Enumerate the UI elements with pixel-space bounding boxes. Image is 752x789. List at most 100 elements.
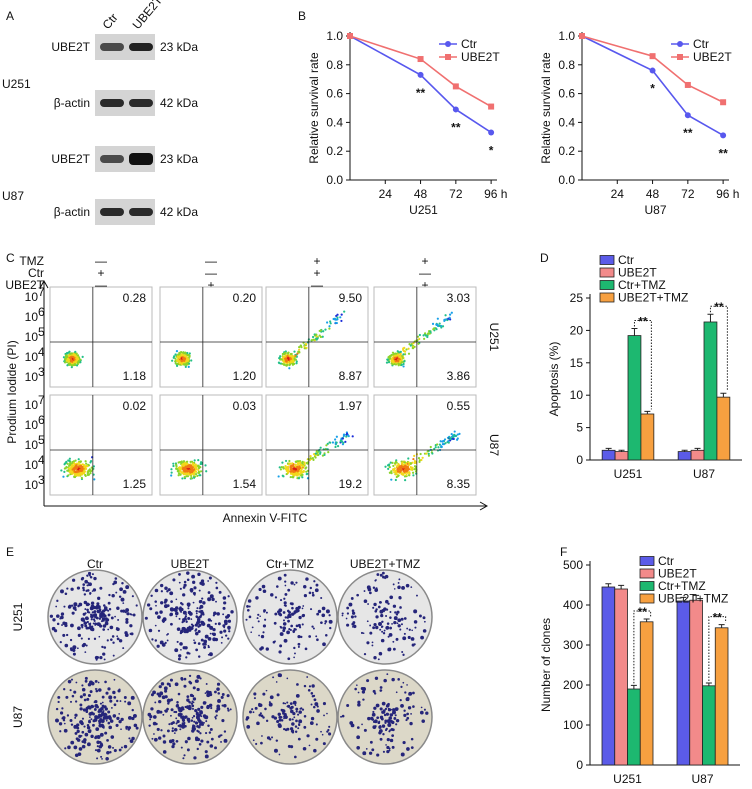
colony [129, 624, 132, 627]
colony [207, 580, 209, 582]
colony [308, 689, 311, 692]
flow-event [181, 363, 183, 365]
protein-label: UBE2T [51, 152, 90, 166]
flow-event [328, 325, 330, 327]
x-axis-arrow [44, 502, 487, 510]
y-tick-base: 10 [25, 330, 39, 344]
y-tick-label: 25 [570, 291, 584, 305]
colony [264, 708, 267, 711]
lane-label: Ctr [100, 11, 121, 32]
colony [198, 720, 202, 724]
colony [72, 645, 76, 649]
colony [68, 680, 72, 684]
flow-event [192, 466, 194, 468]
colony [375, 608, 377, 610]
colony [384, 714, 386, 716]
colony [70, 588, 73, 591]
colony [123, 590, 127, 594]
colony [278, 673, 281, 676]
colony [253, 739, 255, 741]
flow-event [179, 362, 181, 364]
colony [262, 585, 266, 589]
colony [354, 688, 357, 691]
colony [185, 613, 187, 615]
colony [250, 631, 252, 633]
flow-event [422, 457, 424, 459]
colony [215, 623, 217, 625]
colony [82, 718, 84, 720]
colony [323, 715, 325, 717]
colony [262, 631, 264, 633]
colony [380, 686, 383, 689]
colony [381, 631, 383, 633]
colony [230, 610, 233, 613]
colony [290, 625, 293, 628]
colony [87, 621, 89, 623]
colony [97, 597, 100, 600]
flow-event [345, 435, 347, 437]
colony [208, 637, 212, 641]
colony [77, 586, 80, 589]
colony [151, 738, 153, 740]
colony [400, 704, 404, 708]
legend-label: UBE2T [693, 50, 732, 64]
flow-event [312, 459, 314, 461]
point [488, 104, 494, 110]
colony [88, 611, 90, 613]
panel-label: A [6, 9, 14, 23]
colony [164, 586, 168, 590]
colony [298, 643, 301, 646]
panel-label: B [298, 9, 306, 23]
colony [386, 746, 389, 749]
flow-event [181, 360, 183, 362]
bar [715, 628, 728, 765]
flow-event [171, 472, 173, 474]
colony [195, 632, 199, 636]
flow-event [298, 346, 300, 348]
flow-event [413, 455, 415, 457]
colony [389, 627, 392, 630]
legend-marker [677, 54, 683, 60]
colony [125, 618, 128, 621]
colony [180, 608, 183, 611]
bar [602, 587, 615, 765]
panel-label: E [6, 545, 14, 559]
colony [293, 647, 295, 649]
colony [367, 717, 370, 720]
flow-event [403, 360, 405, 362]
significance: * [650, 82, 655, 96]
colony [61, 612, 64, 615]
colony [149, 607, 152, 610]
flow-event [189, 352, 191, 354]
colony [52, 618, 55, 621]
colony [209, 731, 211, 733]
colony [172, 727, 174, 729]
colony [375, 725, 377, 727]
colony [378, 606, 381, 609]
colony [108, 594, 110, 596]
colony [187, 617, 190, 620]
colony [226, 616, 229, 619]
colony [388, 708, 391, 711]
colony [372, 711, 374, 713]
flow-event [79, 460, 81, 462]
colony [171, 730, 173, 732]
colony [195, 624, 197, 626]
colony [105, 692, 108, 695]
colony [200, 739, 203, 742]
colony [178, 657, 181, 660]
colony [80, 707, 83, 710]
colony [275, 596, 277, 598]
colony [225, 634, 227, 636]
colony [87, 618, 89, 620]
colony [200, 706, 203, 709]
colony [115, 592, 117, 594]
colony [94, 700, 97, 703]
colony [298, 646, 300, 648]
colony [257, 614, 259, 616]
colony [352, 626, 354, 628]
colony [198, 655, 200, 657]
colony [290, 727, 293, 730]
flow-event [60, 469, 62, 471]
colony [296, 694, 300, 698]
